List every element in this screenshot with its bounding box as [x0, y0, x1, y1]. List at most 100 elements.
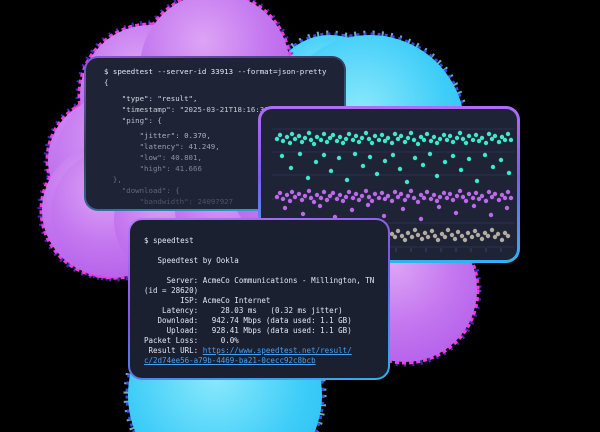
terminal-line: Packet Loss: 0.0%: [144, 336, 239, 345]
data-point-latency-band-gray: [392, 234, 398, 240]
data-point-latency-band-gray: [475, 232, 481, 238]
data-point-latency-band-cyan: [398, 133, 404, 139]
json-output: $ speedtest --server-id 33913 --format=j…: [104, 66, 340, 209]
data-point-latency-band-purple: [308, 195, 314, 201]
data-point-latency-band-cyan: [328, 168, 334, 174]
data-point-latency-band-gray: [326, 230, 332, 236]
result-url-label: Result URL:: [144, 346, 203, 355]
data-point-latency-band-cyan: [359, 135, 365, 141]
data-point-latency-band-cyan: [397, 166, 403, 172]
data-point-latency-band-purple: [479, 193, 485, 199]
data-point-latency-band-purple: [466, 191, 472, 197]
data-point-latency-band-cyan: [350, 137, 356, 143]
data-point-latency-band-purple: [476, 196, 482, 202]
data-point-latency-band-cyan: [466, 156, 472, 162]
data-point-latency-band-purple: [284, 192, 290, 198]
data-point-latency-band-purple: [330, 190, 336, 196]
data-point-latency-band-cyan: [418, 134, 424, 140]
data-point-latency-band-cyan: [431, 134, 437, 140]
data-point-latency-band-purple: [356, 197, 362, 203]
data-point-latency-band-gray: [489, 227, 495, 233]
data-point-latency-band-purple: [470, 195, 476, 201]
data-point-latency-band-purple: [289, 189, 295, 195]
data-point-latency-band-gray: [492, 234, 498, 240]
data-point-latency-band-gray: [385, 236, 391, 242]
data-point-latency-band-gray: [459, 233, 465, 239]
data-point-latency-band-gray: [405, 230, 411, 236]
data-point-latency-band-cyan: [490, 164, 496, 170]
data-point-latency-band-gray: [336, 228, 342, 234]
data-point-latency-band-gray: [469, 234, 475, 240]
data-point-latency-band-purple: [340, 198, 346, 204]
data-point-latency-band-cyan: [327, 135, 333, 141]
data-point-latency-band-cyan: [314, 134, 320, 140]
terminal-line: $ speedtest: [144, 236, 194, 245]
data-point-latency-band-cyan: [492, 133, 498, 139]
data-point-latency-band-gray: [449, 232, 455, 238]
data-point-latency-band-purple: [447, 191, 453, 197]
terminal-line: c/2d74ee56-a79b-4469-ba21-0cecc92c8bcb: [144, 356, 380, 366]
data-point-latency-band-cyan: [277, 132, 283, 138]
data-point-latency-band-cyan: [292, 136, 298, 142]
data-point-latency-band-purple: [402, 197, 408, 203]
data-point-latency-band-gray: [432, 233, 438, 239]
result-url-link[interactable]: c/2d74ee56-a79b-4469-ba21-0cecc92c8bcb: [144, 356, 316, 365]
terminal-line: Server: AcmeCo Communications - Millingt…: [144, 276, 375, 285]
data-point-latency-band-purple: [411, 195, 417, 201]
data-point-latency-band-purple: [299, 197, 305, 203]
data-point-latency-band-purple: [415, 199, 421, 205]
data-point-latency-band-purple: [486, 189, 492, 195]
data-point-latency-band-purple: [418, 216, 424, 222]
data-point-latency-band-cyan: [389, 140, 395, 146]
data-point-latency-band-cyan: [321, 152, 327, 158]
terminal-line: "timestamp": "2025-03-21T18:16:36Z",: [104, 105, 282, 114]
data-point-latency-band-cyan: [402, 139, 408, 145]
data-point-latency-band-gray: [502, 230, 508, 236]
data-point-latency-band-gray: [482, 230, 488, 236]
scatter-chart: [272, 128, 514, 252]
data-point-latency-band-cyan: [336, 155, 342, 161]
result-url-link[interactable]: https://www.speedtest.net/result/: [202, 346, 352, 355]
data-point-latency-band-cyan: [473, 132, 479, 138]
data-point-latency-band-cyan: [382, 158, 388, 164]
data-point-latency-band-gray: [422, 230, 428, 236]
data-point-latency-band-purple: [317, 203, 323, 209]
data-point-latency-band-purple: [400, 206, 406, 212]
data-point-latency-band-purple: [398, 191, 404, 197]
terminal-line: {: [104, 78, 109, 87]
data-point-latency-band-purple: [353, 191, 359, 197]
data-point-latency-band-cyan: [337, 134, 343, 140]
data-point-latency-band-gray: [499, 237, 505, 243]
data-point-latency-band-purple: [379, 190, 385, 196]
data-point-latency-band-cyan: [343, 136, 349, 142]
data-point-latency-band-gray: [462, 237, 468, 243]
data-point-latency-band-purple: [321, 189, 327, 195]
terminal-line: ISP: AcmeCo Internet: [144, 296, 271, 305]
terminal-line: "jitter": 0.370,: [104, 131, 211, 140]
data-point-latency-band-purple: [292, 194, 298, 200]
data-point-latency-band-cyan: [369, 140, 375, 146]
terminal-line: [144, 246, 380, 256]
data-point-latency-band-purple: [385, 193, 391, 199]
data-point-latency-band-gray: [379, 233, 385, 239]
data-point-latency-band-gray: [402, 237, 408, 243]
data-point-latency-band-cyan: [437, 136, 443, 142]
speedtest-terminal-window: $ speedtest Speedtest by Ookla Server: A…: [128, 218, 390, 380]
data-point-latency-band-cyan: [466, 133, 472, 139]
data-point-latency-band-gray: [505, 233, 511, 239]
data-point-latency-band-cyan: [458, 167, 464, 173]
data-point-latency-band-cyan: [457, 130, 463, 136]
data-point-latency-band-gray: [435, 237, 441, 243]
data-point-latency-band-purple: [441, 190, 447, 196]
data-point-latency-band-purple: [508, 195, 514, 201]
data-point-latency-band-purple: [324, 197, 330, 203]
data-point-latency-band-cyan: [379, 132, 385, 138]
data-point-latency-band-cyan: [434, 140, 440, 146]
data-point-latency-band-purple: [274, 194, 280, 200]
data-point-latency-band-gray: [389, 231, 395, 237]
data-point-latency-band-cyan: [353, 133, 359, 139]
data-point-latency-band-cyan: [321, 131, 327, 137]
data-point-latency-band-cyan: [508, 137, 514, 143]
data-point-latency-band-purple: [318, 195, 324, 201]
data-point-latency-band-purple: [421, 195, 427, 201]
